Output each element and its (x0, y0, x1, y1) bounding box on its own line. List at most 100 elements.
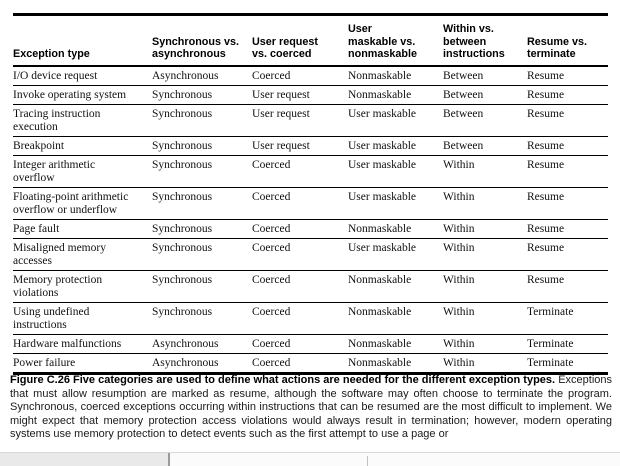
table-row: Using undefined instructions Synchronous C… (13, 301, 608, 334)
table-cell-col4: Within (443, 301, 527, 334)
scrollbar-thumb[interactable] (0, 453, 170, 466)
table-cell-col1: Synchronous (152, 218, 252, 238)
table-cell-col0: Misaligned memory accesses (13, 237, 152, 270)
table-cell-col0: Using undefined instructions (13, 301, 152, 334)
table-cell-col1: Synchronous (152, 103, 252, 136)
table-cell-col5: Resume (527, 218, 608, 238)
table-row: Memory protection violations Synchronous C… (13, 269, 608, 302)
table-cell-col3: User maskable (348, 237, 443, 270)
table-cell-col4: Between (443, 103, 527, 136)
table-cell-col5: Terminate (527, 301, 608, 334)
table-cell-col3: Nonmaskable (348, 352, 443, 373)
table-row: Page fault Synchronous Coerced Nonmaskable W… (13, 218, 608, 238)
table-cell-col2: Coerced (252, 186, 348, 219)
table-cell-col4: Between (443, 69, 484, 82)
table-row: Floating-point arithmetic overflow or un… (13, 186, 608, 219)
column-header-exception-type: Exception type (13, 14, 152, 67)
table-cell-col0: Power failure (13, 352, 152, 373)
column-header-maskable: User maskable vs. nonmaskable (348, 14, 443, 67)
table-cell-col5: Resume (527, 84, 608, 104)
table-row: Hardware malfunctions Asynchronous Coerced… (13, 333, 608, 353)
table-cell-col3: Nonmaskable (348, 69, 412, 82)
table-cell-col5: Resume (527, 135, 608, 155)
table-cell-col0: Invoke operating system (13, 84, 152, 104)
figure-label: Figure C.26 (10, 374, 70, 386)
table-cell-col5: Resume (527, 103, 608, 136)
column-header-user-request-coerced: User request vs. coerced (252, 14, 348, 67)
table-cell-col0: Breakpoint (13, 135, 152, 155)
table-cell-col0: Memory protection violations (13, 269, 152, 302)
table-cell-col0: Page fault (13, 218, 152, 238)
scrollbar-marker (367, 456, 368, 466)
table-cell-col2: User request (252, 135, 348, 155)
table-cell-col2: User request (252, 84, 348, 104)
table-cell-col3: User maskable (348, 154, 443, 187)
table-row: Invoke operating system Synchronous User r… (13, 84, 608, 104)
table-cell-col2: Coerced (252, 154, 348, 187)
table-row: I/O device request Asynchronous Coerced Non… (13, 66, 608, 86)
table-cell-col4: Within (443, 333, 527, 353)
table-cell-col0: Integer arithmetic overflow (13, 154, 152, 187)
table-cell-col3: User maskable (348, 186, 443, 219)
table-cell-col0: Hardware malfunctions (13, 333, 152, 353)
table-cell-col5: Resume (527, 69, 565, 82)
table-row: Power failure Asynchronous Coerced Nonmaska… (13, 352, 608, 373)
table-cell-col2: User request (252, 103, 348, 136)
table-cell-col2: Coerced (252, 352, 348, 373)
table-cell-col3: User maskable (348, 103, 443, 136)
table-cell-col2: Coerced (252, 218, 348, 238)
table-cell-col4: Within (443, 269, 527, 302)
table-cell-col4: Within (443, 237, 527, 270)
table-cell-col5: Terminate (527, 333, 608, 353)
table-body: I/O device request Asynchronous Coerced Non… (13, 66, 608, 373)
table-cell-col0: Tracing instruction execution (13, 103, 152, 136)
table-cell-col4: Between (443, 84, 527, 104)
table-cell-col1: Synchronous (152, 237, 252, 270)
column-header-resume-terminate: Resume vs. terminate (527, 14, 608, 67)
table-row: Misaligned memory accesses Synchronous Coe… (13, 237, 608, 270)
table-cell-col1: Asynchronous (152, 352, 252, 373)
table-cell-col4: Within (443, 154, 527, 187)
table-cell-col1: Asynchronous (152, 333, 252, 353)
horizontal-scrollbar[interactable] (0, 452, 620, 466)
table-row: Tracing instruction execution Synchronous… (13, 103, 608, 136)
table-cell-col2: Coerced (252, 69, 291, 82)
table-cell-col1: Synchronous (152, 301, 252, 334)
table-cell-col2: Coerced (252, 237, 348, 270)
table-cell-col1: Synchronous (152, 135, 252, 155)
table-cell-col1: Synchronous (152, 186, 252, 219)
table-row: Integer arithmetic overflow Synchronous Co… (13, 154, 608, 187)
caption-bold-sentence: Five categories are used to define what … (73, 374, 556, 386)
table-cell-col3: Nonmaskable (348, 333, 443, 353)
figure-caption: Figure C.26 Five categories are used to … (10, 374, 612, 442)
figure-table-area: Exception type Synchronous vs. asynchron… (13, 13, 608, 375)
table-cell-col4: Between (443, 135, 527, 155)
table-cell-col0: I/O device request (13, 69, 98, 82)
table-cell-col5: Resume (527, 186, 608, 219)
table-cell-col5: Resume (527, 237, 608, 270)
table-cell-col3: Nonmaskable (348, 84, 443, 104)
column-header-within-between: Within vs. between instructions (443, 14, 527, 67)
table-cell-col1: Synchronous (152, 269, 252, 302)
table-cell-col5: Resume (527, 269, 608, 302)
header-row: Exception type Synchronous vs. asynchron… (13, 14, 608, 67)
exception-categories-table: Exception type Synchronous vs. asynchron… (13, 13, 608, 375)
table-cell-col4: Within (443, 352, 527, 373)
table-cell-col2: Coerced (252, 301, 348, 334)
column-header-sync-async: Synchronous vs. asynchronous (152, 14, 252, 67)
table-cell-col0: Floating-point arithmetic overflow or un… (13, 186, 152, 219)
table-cell-col4: Within (443, 218, 527, 238)
caption-body: Exceptions that must allow resumption ar… (10, 374, 613, 441)
table-cell-col5: Terminate (527, 352, 608, 373)
table-cell-col3: User maskable (348, 135, 443, 155)
table-cell-col3: Nonmaskable (348, 269, 443, 302)
table-header: Exception type Synchronous vs. asynchron… (13, 14, 608, 67)
table-cell-col3: Nonmaskable (348, 218, 443, 238)
table-cell-col2: Coerced (252, 333, 348, 353)
table-cell-col1: Synchronous (152, 154, 252, 187)
table-cell-col4: Within (443, 186, 527, 219)
table-row: Breakpoint Synchronous User request User ma… (13, 135, 608, 155)
table-cell-col1: Asynchronous (152, 69, 219, 82)
table-cell-col2: Coerced (252, 269, 348, 302)
table-cell-col5: Resume (527, 154, 608, 187)
